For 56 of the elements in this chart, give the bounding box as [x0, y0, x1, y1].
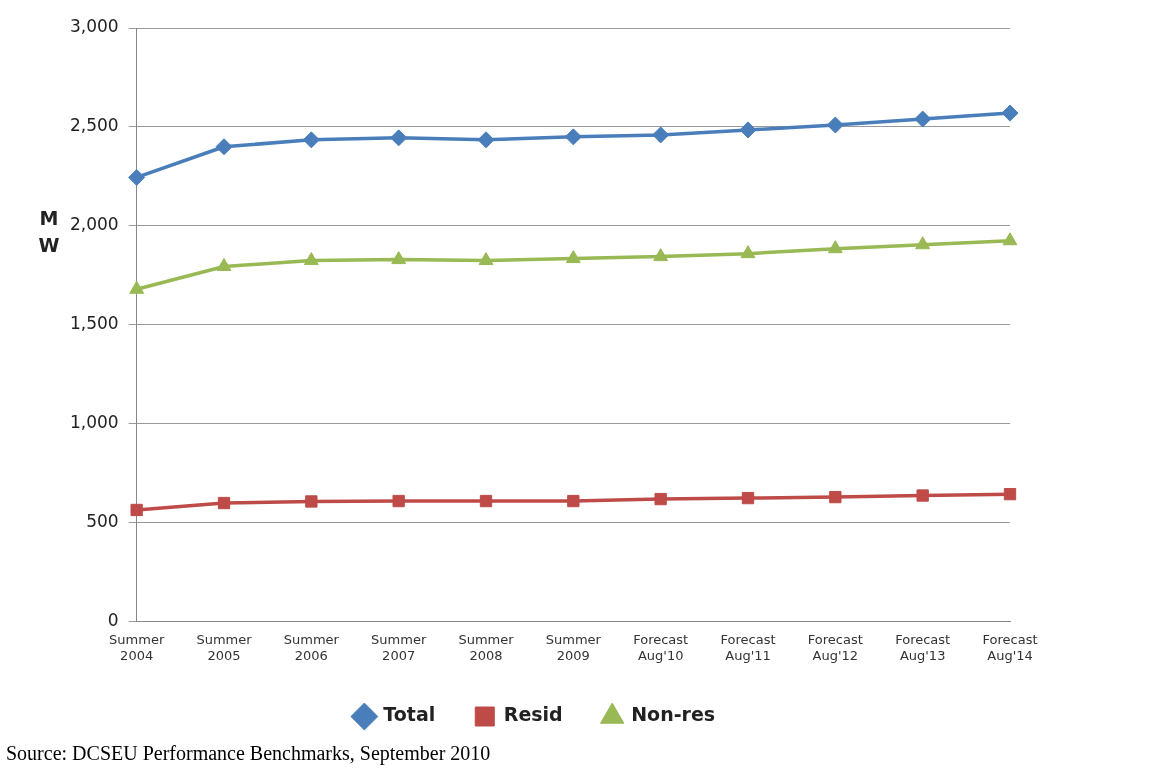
point [305, 495, 318, 508]
point [567, 494, 580, 508]
x-tick-label: Forecast Aug'14 [982, 631, 1038, 663]
y-tick-label: 2,500 [70, 115, 119, 136]
y-tick-label: 500 [86, 511, 119, 532]
point [392, 494, 405, 508]
x-tick-label: Forecast Aug'11 [720, 631, 776, 663]
x-tick-label: Forecast Aug'10 [633, 631, 689, 663]
y-tick-label: 1,000 [70, 412, 119, 433]
point [477, 131, 495, 149]
point [914, 110, 932, 128]
x-tick-label: Summer 2004 [109, 631, 165, 663]
point [478, 252, 494, 266]
point [740, 245, 756, 259]
point [129, 280, 145, 294]
point [1002, 232, 1018, 246]
point [915, 236, 931, 250]
point [215, 138, 233, 156]
y-tick-label: 3,000 [70, 16, 119, 37]
point [217, 496, 231, 510]
point [827, 240, 843, 254]
legend-label: Total [383, 703, 436, 726]
y-tick-label: 1,500 [70, 313, 119, 334]
x-tick-label: Summer 2007 [371, 631, 427, 663]
point [1003, 487, 1017, 501]
legend-label: Resid [503, 703, 563, 726]
x-tick-label: Summer 2005 [196, 631, 253, 663]
point [128, 168, 146, 186]
x-tick-label: Summer 2009 [545, 631, 602, 663]
point [390, 129, 408, 147]
point [302, 131, 320, 149]
y-tick-label: 0 [107, 610, 119, 631]
legend-label: Non-res [631, 703, 716, 726]
y-axis-title: MW [38, 206, 60, 258]
point [826, 116, 844, 134]
y-tick-label: 2,000 [70, 214, 119, 235]
x-tick-label: Forecast Aug'13 [895, 631, 951, 663]
x-tick-label: Summer 2006 [283, 631, 340, 663]
point [130, 503, 143, 517]
x-tick-label: Forecast Aug'12 [807, 631, 863, 663]
point [829, 490, 842, 504]
point [391, 251, 407, 265]
point [739, 121, 757, 139]
point [216, 258, 232, 272]
point [303, 252, 319, 266]
point [564, 128, 582, 146]
point [654, 492, 667, 506]
point [565, 250, 581, 264]
point [741, 491, 755, 505]
x-tick-label: Summer 2008 [458, 631, 515, 663]
point [479, 494, 493, 508]
source-note: Source: DCSEU Performance Benchmarks, September 2010 [6, 742, 491, 765]
point [653, 248, 669, 262]
point [1001, 104, 1019, 122]
point [916, 489, 929, 502]
point [652, 126, 670, 144]
